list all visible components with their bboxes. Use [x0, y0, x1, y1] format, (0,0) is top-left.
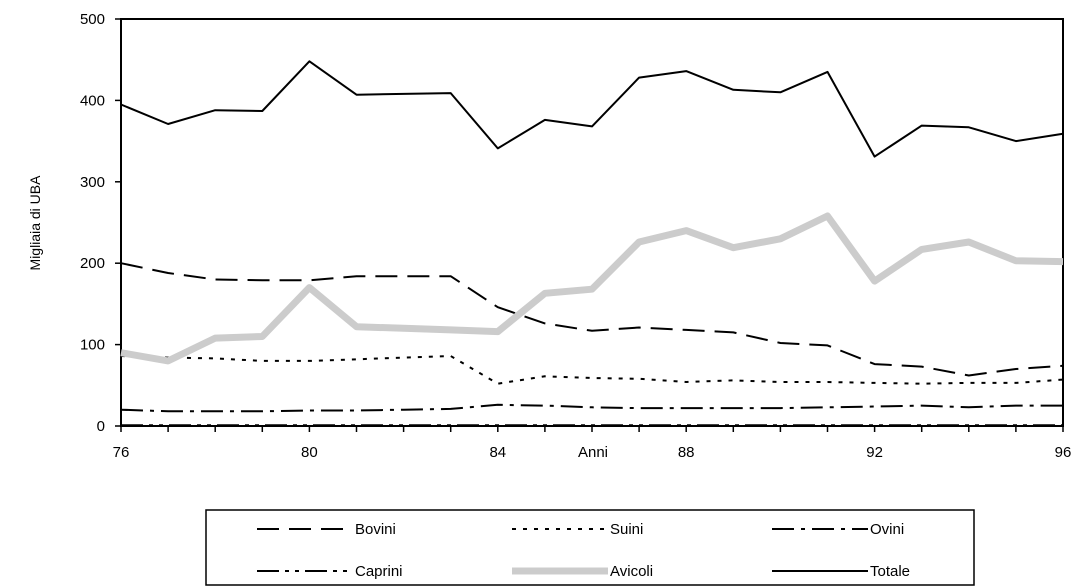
- series-line-suini: [120, 355, 1064, 385]
- series-group: [120, 60, 1064, 427]
- legend: Bovini Suini Ovini Caprini Avicoli Totale: [205, 509, 975, 586]
- series-line-totale: [120, 60, 1064, 158]
- x-tick-label: 84: [489, 444, 506, 461]
- y-tick-label: 300: [80, 174, 105, 191]
- y-tick-label: 0: [97, 418, 105, 435]
- x-tick-label: 96: [1055, 444, 1072, 461]
- y-tick-label: 500: [80, 11, 105, 28]
- x-axis-title: Anni: [578, 444, 608, 461]
- axes-group: 0 100 200 300 400 500 76 80 84 88 92 96: [80, 11, 1071, 461]
- x-tick-label: 80: [301, 444, 318, 461]
- legend-label-bovini: Bovini: [355, 521, 396, 538]
- legend-label-suini: Suini: [610, 521, 643, 538]
- x-tick-label: 88: [678, 444, 695, 461]
- y-axis-title: Migliaia di UBA: [27, 175, 43, 271]
- series-line-avicoli: [120, 212, 1064, 365]
- x-tick-label: 76: [113, 444, 130, 461]
- legend-label-ovini: Ovini: [870, 521, 904, 538]
- legend-label-avicoli: Avicoli: [610, 563, 653, 580]
- y-tick-label: 200: [80, 255, 105, 272]
- y-tick-label: 100: [80, 337, 105, 354]
- series-line-ovini: [120, 403, 1063, 413]
- legend-label-caprini: Caprini: [355, 563, 403, 580]
- series-line-bovini: [120, 262, 1064, 377]
- y-tick-label: 400: [80, 92, 105, 109]
- plot-area: [120, 18, 1064, 427]
- x-tick-label: 92: [866, 444, 883, 461]
- plot-frame: [120, 18, 1064, 427]
- legend-label-totale: Totale: [870, 563, 910, 580]
